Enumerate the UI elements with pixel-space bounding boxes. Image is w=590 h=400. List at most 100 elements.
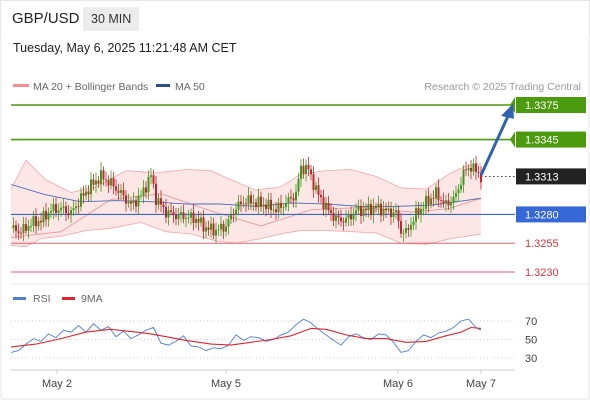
candle-body bbox=[427, 196, 430, 205]
candle-body bbox=[127, 201, 130, 204]
bollinger-upper-line bbox=[10, 159, 482, 193]
candle-body bbox=[440, 200, 442, 202]
candle bbox=[200, 212, 202, 227]
legend-ma50-swatch bbox=[156, 84, 170, 87]
time-tick-label: May 7 bbox=[466, 378, 496, 390]
candle-body bbox=[190, 212, 192, 218]
candle bbox=[87, 185, 90, 202]
candle bbox=[435, 183, 437, 205]
candle-body bbox=[22, 224, 25, 234]
candle-body bbox=[320, 194, 322, 198]
candle-body bbox=[160, 198, 162, 205]
candle-body bbox=[322, 197, 325, 210]
candle-body bbox=[477, 171, 480, 173]
candle bbox=[270, 192, 272, 219]
candle-body bbox=[292, 198, 295, 201]
time-tick-label: May 6 bbox=[383, 378, 413, 390]
candle bbox=[395, 203, 397, 219]
candle bbox=[182, 204, 185, 224]
rsi-tick-50: 50 bbox=[525, 335, 537, 347]
legend-bollinger-swatch bbox=[13, 84, 29, 87]
candle bbox=[45, 203, 47, 227]
candle-body bbox=[85, 191, 87, 196]
candle-body bbox=[297, 178, 300, 192]
candle bbox=[162, 200, 165, 214]
candle bbox=[150, 168, 152, 185]
candle bbox=[122, 182, 125, 201]
candle-body bbox=[187, 217, 190, 219]
candle-body bbox=[75, 206, 77, 209]
candle bbox=[345, 210, 347, 227]
candle-body bbox=[262, 204, 265, 207]
candle-body bbox=[150, 175, 152, 177]
candle-body bbox=[147, 176, 150, 193]
candle-body bbox=[87, 191, 90, 195]
candle bbox=[207, 220, 210, 236]
candle bbox=[412, 216, 415, 231]
candle bbox=[430, 193, 432, 209]
candle bbox=[477, 165, 480, 178]
candle-body bbox=[267, 199, 270, 210]
candle-body bbox=[260, 196, 262, 207]
rsi-tick-70: 70 bbox=[525, 316, 537, 328]
candle bbox=[70, 206, 72, 224]
candle bbox=[372, 198, 375, 224]
candle bbox=[297, 172, 300, 197]
candle bbox=[315, 181, 317, 194]
candle bbox=[457, 183, 460, 202]
candle-body bbox=[340, 217, 342, 222]
candle bbox=[65, 201, 67, 221]
candle bbox=[327, 195, 330, 215]
candle bbox=[462, 165, 465, 193]
candle-body bbox=[72, 208, 75, 211]
candle bbox=[215, 222, 217, 244]
candle bbox=[82, 185, 85, 204]
candle-body bbox=[35, 216, 37, 227]
candle bbox=[117, 183, 120, 200]
candle-body bbox=[25, 224, 27, 231]
candle-body bbox=[62, 206, 65, 208]
target-label-1.3375: 1.3375 bbox=[525, 100, 559, 112]
candle-body bbox=[40, 220, 42, 223]
candle bbox=[467, 164, 470, 177]
timeframe-badge[interactable]: 30 MIN bbox=[83, 7, 140, 31]
candle bbox=[202, 210, 205, 240]
candle bbox=[172, 205, 175, 223]
candle-body bbox=[237, 201, 240, 210]
candle bbox=[437, 179, 440, 208]
candle-body bbox=[472, 163, 475, 172]
candle-body bbox=[392, 212, 395, 217]
candle bbox=[25, 217, 27, 235]
candle-body bbox=[272, 209, 275, 211]
candle-body bbox=[455, 193, 457, 198]
candle-body bbox=[242, 203, 245, 205]
candle-body bbox=[155, 183, 157, 205]
candle bbox=[265, 198, 267, 217]
legend-rsi-swatch bbox=[13, 297, 26, 300]
candle-body bbox=[50, 210, 52, 213]
candle bbox=[280, 194, 282, 214]
candle bbox=[242, 196, 245, 208]
candle-body bbox=[115, 186, 117, 191]
candle bbox=[272, 203, 275, 215]
candle bbox=[100, 162, 102, 192]
candle bbox=[362, 201, 365, 222]
candle-body bbox=[380, 203, 382, 216]
candle bbox=[15, 220, 17, 239]
candle bbox=[342, 217, 345, 231]
candle-body bbox=[80, 193, 82, 207]
candle-body bbox=[375, 206, 377, 208]
candle-body bbox=[387, 208, 390, 211]
candle bbox=[447, 193, 450, 211]
candle bbox=[252, 194, 255, 212]
candle-body bbox=[225, 226, 227, 232]
candle bbox=[110, 170, 112, 190]
candle-body bbox=[377, 203, 380, 208]
candle-body bbox=[385, 208, 387, 211]
candle bbox=[367, 196, 370, 218]
candle bbox=[402, 228, 405, 242]
candle-body bbox=[402, 232, 405, 234]
candle bbox=[17, 223, 20, 240]
candle-body bbox=[282, 207, 285, 208]
candle bbox=[180, 206, 182, 223]
